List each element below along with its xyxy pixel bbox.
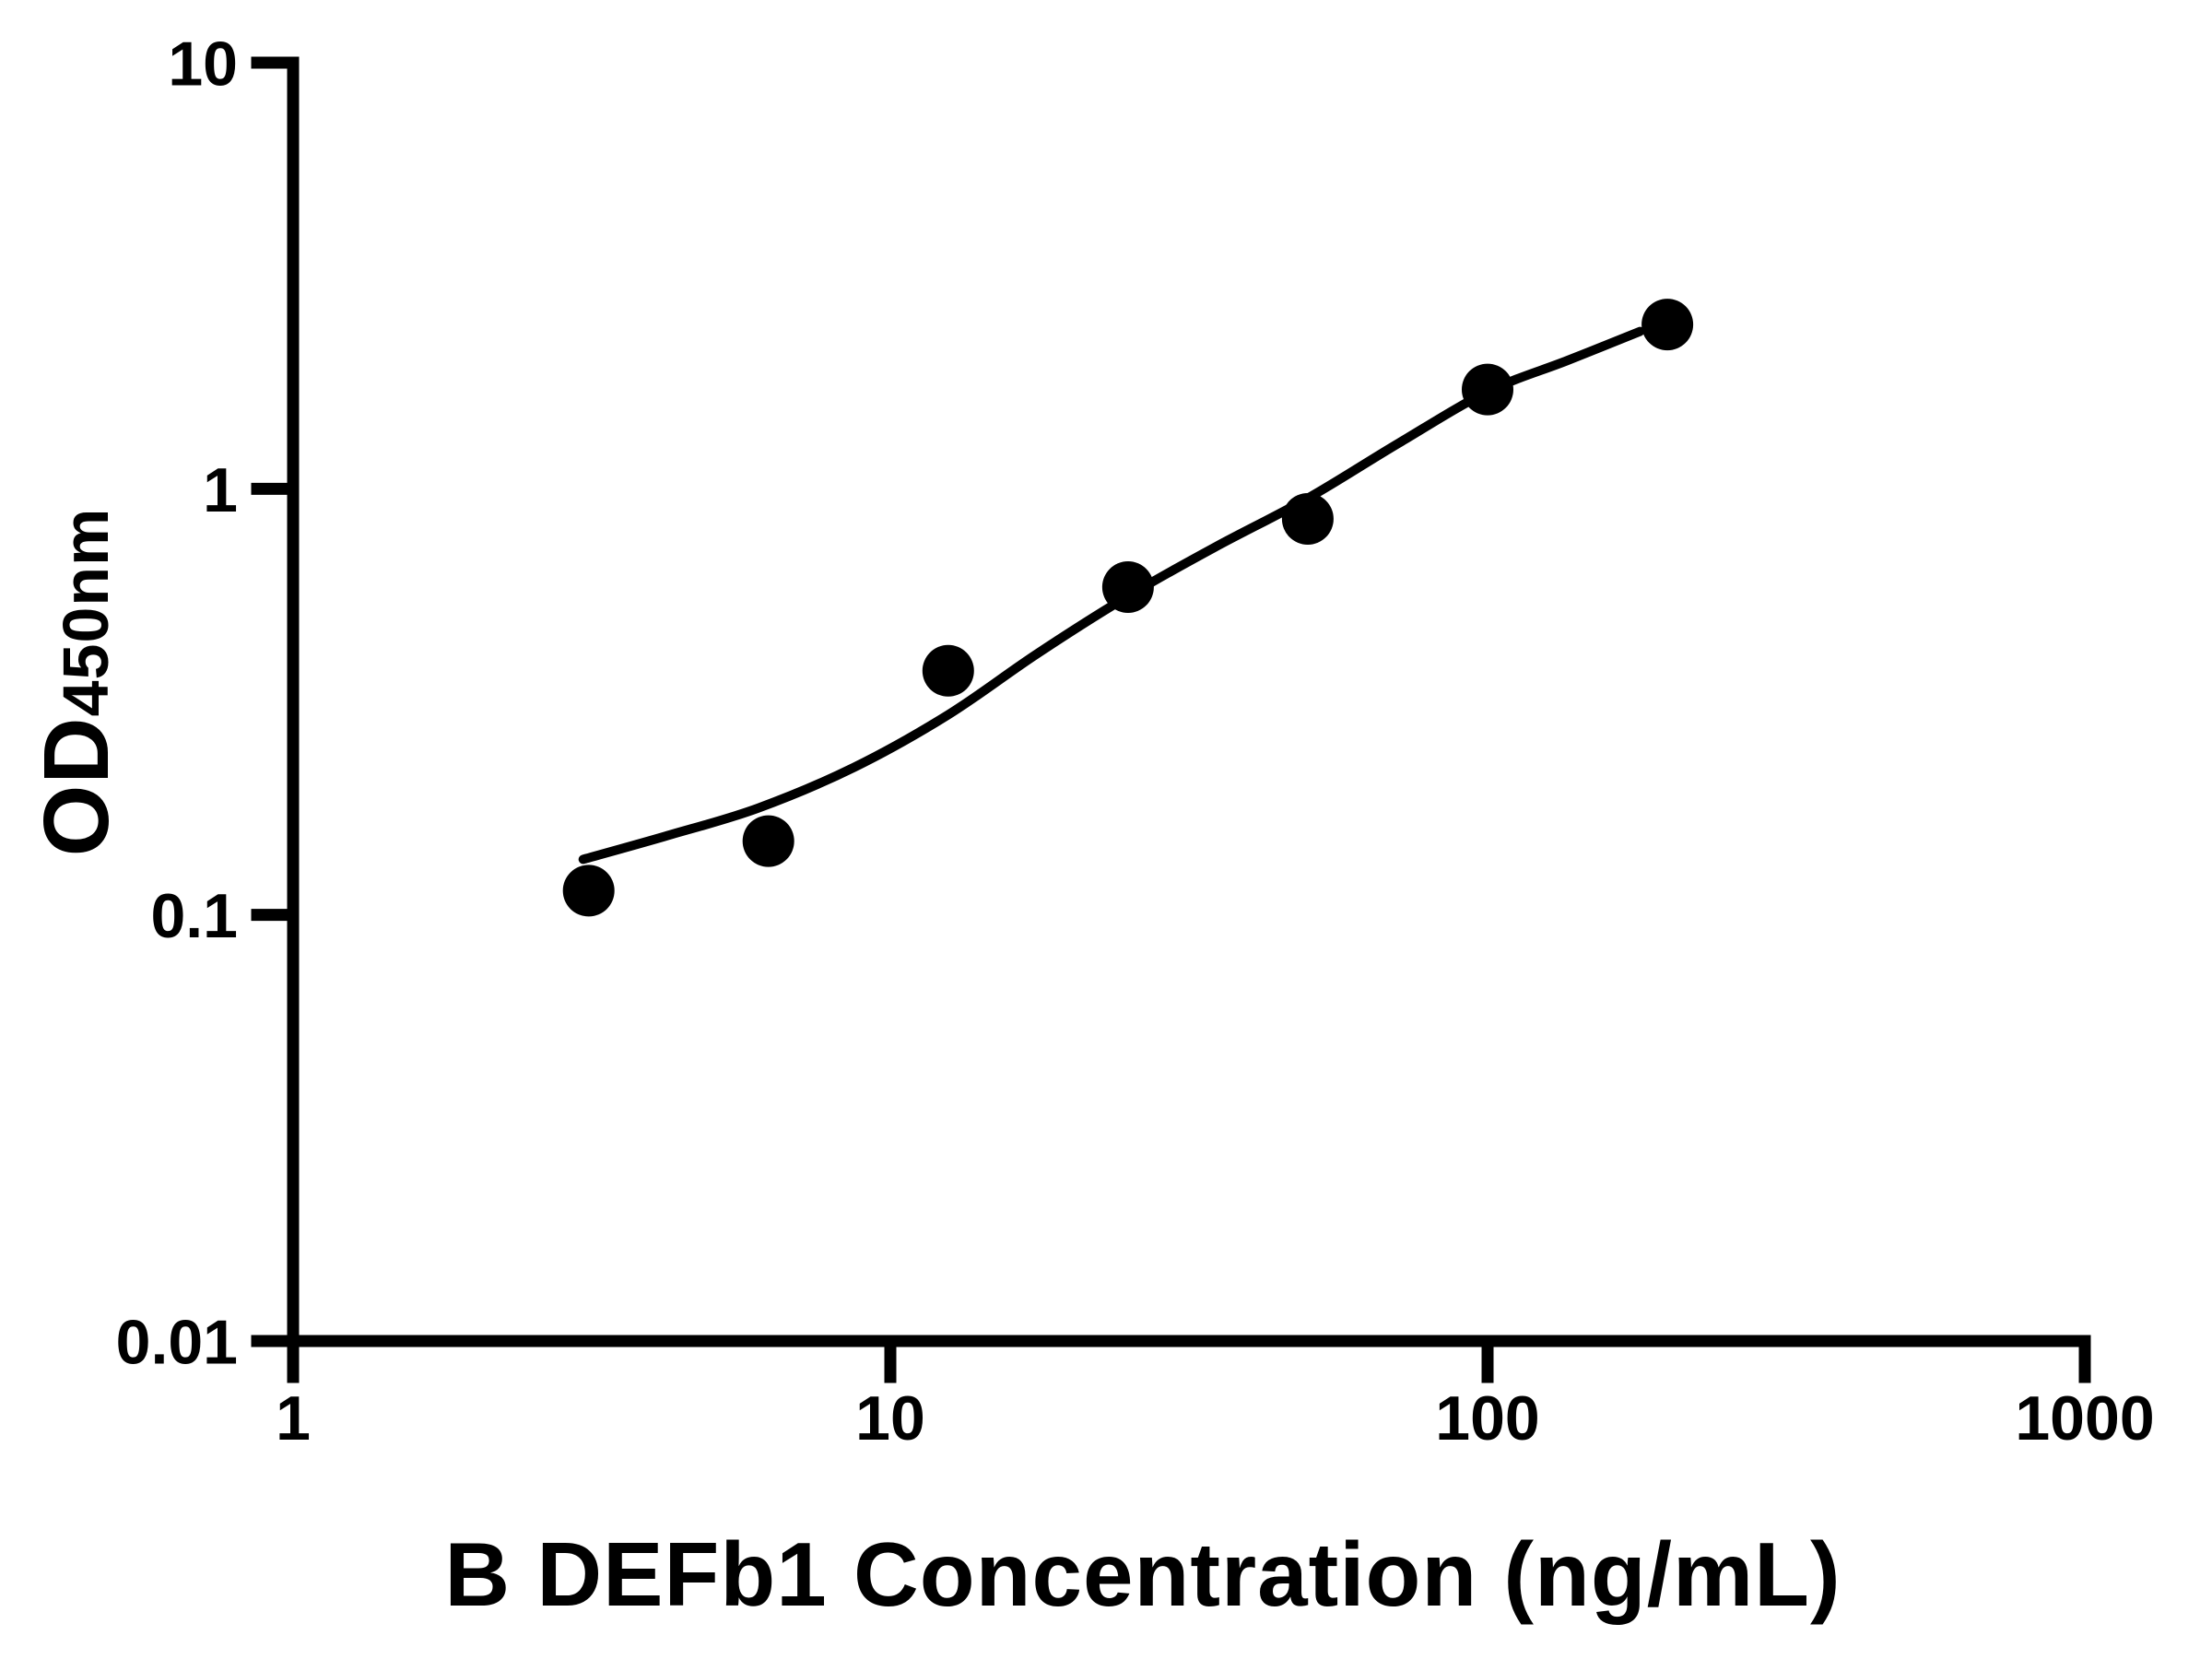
y-axis-title-main: OD bbox=[25, 716, 128, 856]
x-axis-title: B DEFb1 Concentration (ng/mL) bbox=[444, 1524, 1841, 1625]
x-tick-label: 10 bbox=[855, 1383, 925, 1453]
y-axis-title: OD450nm bbox=[25, 508, 128, 857]
y-axis-title-sub: 450nm bbox=[50, 508, 122, 717]
data-point bbox=[922, 644, 974, 697]
x-tick-label: 100 bbox=[1435, 1383, 1539, 1453]
x-tick-label: 1000 bbox=[2015, 1383, 2154, 1453]
x-axis-ticks: 1 10 100 1000 bbox=[276, 1335, 2155, 1453]
data-point bbox=[742, 815, 794, 867]
data-point bbox=[1462, 363, 1513, 416]
y-tick-label: 1 bbox=[203, 455, 238, 525]
data-points bbox=[562, 299, 1694, 917]
axes bbox=[287, 56, 2091, 1347]
y-tick-label: 10 bbox=[168, 29, 238, 100]
data-point bbox=[562, 865, 615, 917]
y-tick-label: 0.1 bbox=[150, 881, 238, 951]
data-point bbox=[1281, 493, 1334, 545]
y-axis-ticks: 10 1 0.1 0.01 bbox=[116, 29, 300, 1378]
x-tick-label: 1 bbox=[276, 1383, 311, 1453]
data-point bbox=[1641, 299, 1694, 351]
data-point bbox=[1101, 561, 1154, 613]
y-tick-label: 0.01 bbox=[116, 1308, 238, 1378]
